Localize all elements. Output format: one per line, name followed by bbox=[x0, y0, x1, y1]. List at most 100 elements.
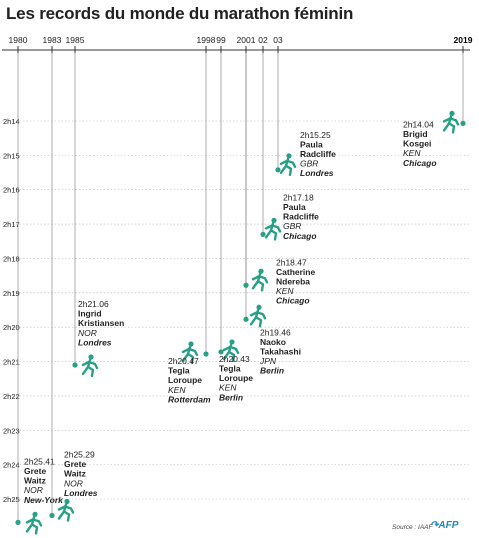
record-athlete-first: Grete bbox=[24, 466, 46, 476]
record-point bbox=[275, 167, 281, 173]
record-city-label: Rotterdam bbox=[168, 394, 211, 404]
record-athlete-last: Takahashi bbox=[260, 346, 301, 356]
record-time-label: 2h25.41 bbox=[24, 456, 55, 466]
runner-icon bbox=[251, 268, 269, 292]
record-time-label: 2h17.18 bbox=[283, 192, 314, 202]
runner-icon bbox=[181, 341, 199, 365]
record-point bbox=[15, 519, 21, 525]
record-athlete-first: Paula bbox=[300, 139, 323, 149]
x-tick-label: 1983 bbox=[43, 35, 62, 45]
record-athlete-first: Grete bbox=[64, 459, 86, 469]
runner-icon bbox=[81, 354, 99, 378]
record-city-label: Londres bbox=[64, 488, 98, 498]
afp-logo-text: AFP bbox=[438, 520, 459, 531]
record-athlete-first: Catherine bbox=[276, 267, 315, 277]
runner-head bbox=[229, 339, 235, 345]
record-athlete-last: Loroupe bbox=[219, 373, 253, 383]
record-country-label: GBR bbox=[283, 221, 301, 231]
record-country-label: KEN bbox=[219, 383, 237, 393]
y-tick-label: 2h23 bbox=[3, 426, 20, 435]
record-time-label: 2h20.43 bbox=[219, 354, 250, 364]
record-athlete-first: Tegla bbox=[219, 364, 241, 374]
x-tick-label: 2001 bbox=[237, 35, 256, 45]
record-country-label: JPN bbox=[259, 356, 277, 366]
runner-head bbox=[271, 217, 277, 223]
y-tick-label: 2h18 bbox=[3, 254, 20, 263]
y-tick-label: 2h17 bbox=[3, 220, 20, 229]
record-athlete-first: Brigid bbox=[403, 129, 428, 139]
record-city-label: Chicago bbox=[403, 158, 437, 168]
record-time-label: 2h25.29 bbox=[64, 449, 95, 459]
record-time-label: 2h19.46 bbox=[260, 327, 291, 337]
x-tick-label: 2019 bbox=[454, 35, 473, 45]
record-city-label: Londres bbox=[78, 337, 112, 347]
runner-head bbox=[286, 153, 292, 159]
runner-body bbox=[222, 343, 240, 363]
runner-icon bbox=[222, 339, 240, 363]
runner-body bbox=[264, 222, 282, 241]
y-tick-label: 2h20 bbox=[3, 323, 20, 332]
record-time-label: 2h21.06 bbox=[78, 299, 109, 309]
y-tick-label: 2h22 bbox=[3, 392, 20, 401]
y-tick-label: 2h25 bbox=[3, 495, 20, 504]
record-city-label: Londres bbox=[300, 168, 334, 178]
runner-icon bbox=[279, 153, 297, 176]
record-athlete-last: Ndereba bbox=[276, 276, 310, 286]
runner-body bbox=[442, 115, 460, 134]
record-country-label: GBR bbox=[300, 159, 318, 169]
record-athlete-first: Paula bbox=[283, 202, 306, 212]
runner-icon bbox=[25, 511, 43, 535]
x-tick-label: 1980 bbox=[9, 35, 28, 45]
x-tick-label: 99 bbox=[216, 35, 226, 45]
runner-head bbox=[32, 511, 38, 517]
y-tick-label: 2h24 bbox=[3, 461, 20, 470]
record-time-label: 2h20.47 bbox=[168, 356, 199, 366]
x-tick-label: 1985 bbox=[66, 35, 85, 45]
x-tick-label: 03 bbox=[273, 35, 283, 45]
record-city-label: New-York bbox=[24, 495, 64, 505]
record-time-label: 2h14.04 bbox=[403, 119, 434, 129]
y-tick-label: 2h19 bbox=[3, 289, 20, 298]
record-athlete-last: Kosgei bbox=[403, 139, 431, 149]
record-country-label: KEN bbox=[403, 148, 421, 158]
afp-logo: ↷AFP bbox=[430, 520, 458, 531]
record-athlete-last: Kristiansen bbox=[78, 318, 124, 328]
record-point bbox=[260, 231, 266, 237]
record-city-label: Chicago bbox=[283, 231, 317, 241]
record-point bbox=[460, 120, 466, 127]
record-athlete-first: Naoko bbox=[260, 337, 286, 347]
record-country-label: KEN bbox=[168, 385, 186, 395]
x-tick-label: 1998 bbox=[197, 35, 216, 45]
y-tick-label: 2h21 bbox=[3, 358, 20, 367]
runner-body bbox=[181, 345, 199, 365]
runner-body bbox=[57, 503, 75, 522]
source-label: Source : IAAF bbox=[392, 524, 433, 531]
record-city-label: Berlin bbox=[260, 366, 284, 376]
y-tick-label: 2h16 bbox=[3, 186, 20, 195]
runner-body bbox=[81, 358, 99, 378]
runner-icon bbox=[442, 110, 460, 134]
record-city-label: Chicago bbox=[276, 296, 310, 306]
record-athlete-last: Radcliffe bbox=[283, 212, 319, 222]
runner-body bbox=[249, 309, 267, 328]
page-title: Les records du monde du marathon féminin bbox=[6, 4, 354, 23]
runner-icon bbox=[264, 217, 282, 241]
x-tick-label: 02 bbox=[258, 35, 268, 45]
record-country-label: KEN bbox=[276, 286, 294, 296]
runner-head bbox=[258, 268, 264, 274]
runner-head bbox=[449, 110, 455, 117]
record-point bbox=[243, 316, 249, 322]
record-point bbox=[72, 362, 78, 368]
afp-logo-mark: ↷ bbox=[430, 520, 439, 531]
record-point bbox=[243, 282, 249, 288]
runner-head bbox=[256, 304, 262, 310]
record-athlete-last: Waitz bbox=[24, 476, 46, 486]
runner-head bbox=[188, 341, 194, 347]
record-point bbox=[203, 351, 209, 357]
y-tick-label: 2h15 bbox=[3, 151, 20, 160]
record-athlete-first: Tegla bbox=[168, 366, 190, 376]
runner-icon bbox=[249, 304, 267, 328]
y-tick-label: 2h14 bbox=[3, 117, 20, 126]
record-athlete-first: Ingrid bbox=[78, 309, 102, 319]
